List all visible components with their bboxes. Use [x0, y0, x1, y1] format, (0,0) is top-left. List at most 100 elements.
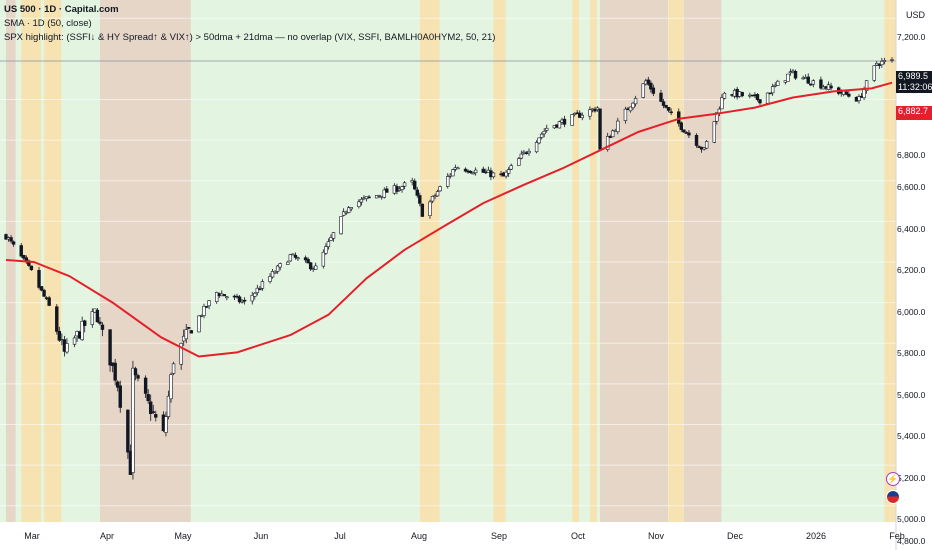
- candle-body: [367, 196, 371, 199]
- candle-body: [880, 60, 884, 66]
- candle-body: [278, 263, 282, 268]
- candle-body: [90, 311, 95, 325]
- lightning-icon[interactable]: ⚡: [886, 472, 900, 486]
- candle-body: [189, 330, 194, 334]
- highlight-band: [683, 0, 722, 522]
- candle-body: [468, 170, 473, 173]
- x-tick-label: Nov: [647, 531, 665, 541]
- candle-body: [631, 102, 635, 109]
- candle-body: [202, 305, 206, 316]
- candle-body: [258, 288, 262, 291]
- candle-body: [473, 169, 478, 174]
- candle-body: [293, 254, 298, 258]
- candle-body: [847, 93, 851, 97]
- x-tick-label: Sep: [490, 531, 508, 541]
- candle-body: [382, 189, 386, 198]
- y-tick-label: 6,800.0: [897, 150, 926, 160]
- candle-body: [682, 129, 686, 133]
- highlight-band: [44, 0, 62, 522]
- candle-body: [326, 241, 331, 248]
- candle-body: [329, 237, 333, 241]
- candle-body: [100, 324, 105, 330]
- candle-body: [677, 111, 681, 124]
- candle-body: [303, 257, 308, 261]
- candle-body: [770, 86, 775, 94]
- candle-body: [242, 299, 247, 302]
- candle-body: [275, 265, 280, 272]
- candle-body: [131, 367, 135, 473]
- candle-body: [113, 362, 117, 381]
- candle-body: [580, 114, 584, 119]
- candle-body: [237, 296, 242, 303]
- candle-body: [116, 381, 120, 388]
- candle-body: [268, 276, 272, 282]
- candle-body: [882, 60, 887, 62]
- candle-body: [649, 82, 653, 90]
- candle-body: [539, 133, 544, 138]
- candle-body: [95, 309, 100, 323]
- candle-body: [659, 92, 663, 102]
- highlight-band: [99, 0, 191, 522]
- candle-body: [765, 92, 770, 104]
- candle-body: [250, 294, 254, 302]
- highlight-indicator-label[interactable]: SPX highlight: (SSFI↓ & HY Spread↑ & VIX…: [4, 32, 496, 43]
- candle-body: [435, 191, 440, 197]
- candle-body: [9, 237, 13, 242]
- y-tick-label: 6,200.0: [897, 265, 926, 275]
- x-tick-label: Dec: [726, 531, 744, 541]
- candle-body: [321, 251, 326, 267]
- last-price-value: 6,989.5: [898, 71, 929, 81]
- currency-label[interactable]: USD: [906, 10, 926, 20]
- highlight-band: [419, 0, 440, 522]
- sma-indicator-label[interactable]: SMA · 1D (50, close): [4, 18, 92, 29]
- sma-value-badge: 6,882.7: [896, 106, 932, 120]
- candle-body: [204, 306, 209, 308]
- candle-body: [273, 271, 277, 274]
- candle-body: [646, 79, 650, 85]
- candle-body: [19, 245, 23, 257]
- x-tick-label: Jun: [253, 531, 269, 541]
- candle-body: [687, 132, 691, 136]
- candle-body: [463, 168, 468, 172]
- symbol-title[interactable]: US 500 · 1D · Capital.com: [4, 4, 119, 15]
- x-tick-label: Apr: [99, 531, 115, 541]
- candle-body: [542, 131, 546, 135]
- candle-body: [331, 232, 336, 239]
- candle-body: [400, 186, 404, 190]
- candle-body: [517, 158, 521, 166]
- candle-body: [456, 167, 460, 170]
- candle-body: [341, 211, 346, 216]
- candle-body: [722, 92, 727, 99]
- x-tick-label: May: [174, 531, 192, 541]
- highlight-band: [600, 0, 669, 522]
- candle-body: [288, 254, 293, 262]
- y-tick-label: 7,200.0: [897, 32, 926, 42]
- candle-body: [222, 294, 227, 297]
- candle-body: [108, 329, 112, 366]
- candle-body: [240, 300, 244, 303]
- candle-body: [260, 281, 265, 289]
- candle-body: [806, 76, 810, 84]
- candle-body: [844, 91, 849, 95]
- candle-body: [788, 71, 793, 74]
- x-tick-label: Oct: [570, 531, 586, 541]
- candle-body: [82, 320, 87, 326]
- candle-body: [169, 374, 173, 400]
- us-flag-icon[interactable]: [886, 490, 900, 504]
- candle-body: [809, 83, 813, 86]
- candle-body: [890, 59, 894, 61]
- y-tick-label: 6,000.0: [897, 307, 926, 317]
- highlight-band: [884, 0, 897, 522]
- x-tick-label: Mar: [24, 531, 40, 541]
- candle-body: [588, 109, 592, 117]
- candle-body: [418, 195, 422, 204]
- candle-body: [22, 255, 26, 259]
- candle-body: [755, 94, 760, 100]
- candle-body: [154, 414, 158, 418]
- candle-body: [415, 189, 419, 196]
- candle-body: [491, 172, 496, 178]
- candle-body: [324, 246, 328, 254]
- candle-body: [291, 253, 295, 256]
- candle-body: [864, 80, 869, 91]
